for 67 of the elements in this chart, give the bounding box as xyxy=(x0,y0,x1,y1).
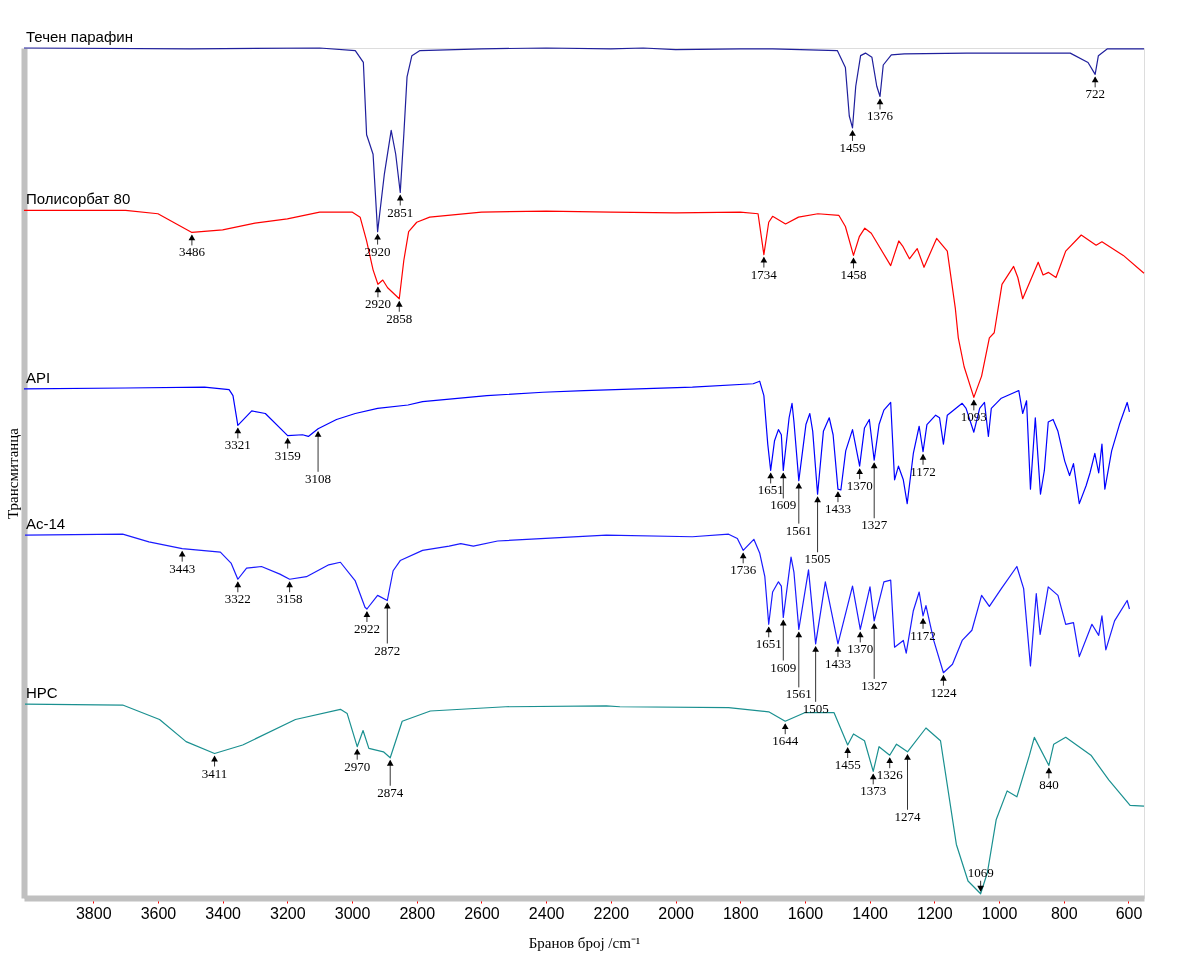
annotation: 840 xyxy=(1039,777,1059,793)
annotation: 3159 xyxy=(274,447,301,463)
annotation: 3322 xyxy=(224,591,251,607)
annotation: 1370 xyxy=(847,641,874,657)
series-label: HPC xyxy=(26,684,58,702)
annotation: 1734 xyxy=(750,266,778,282)
annotation: 722 xyxy=(1085,86,1105,102)
series-label: API xyxy=(26,368,51,386)
y-axis-title: Трансмитанца xyxy=(4,427,21,520)
annotation: 1651 xyxy=(755,636,782,652)
annotation: 2970 xyxy=(344,758,371,774)
x-tick-label: 1800 xyxy=(722,904,759,922)
x-tick-label: 1000 xyxy=(981,904,1018,922)
annotation: 3158 xyxy=(276,591,303,607)
annotation: 1433 xyxy=(824,501,851,517)
series-label: Полисорбат 80 xyxy=(26,190,131,208)
annotation: 1326 xyxy=(876,767,904,783)
annotation: 2872 xyxy=(374,642,401,658)
annotation: 3411 xyxy=(201,765,228,781)
annotation: 1172 xyxy=(910,463,936,479)
annotation: 2858 xyxy=(386,310,413,326)
x-tick-label: 2800 xyxy=(399,904,436,922)
series-label: Течен парафин xyxy=(26,28,133,45)
x-tick-label: 3800 xyxy=(75,904,112,922)
annotation: 1458 xyxy=(840,267,867,283)
annotation: 1274 xyxy=(894,808,922,824)
x-tick-label: 600 xyxy=(1115,904,1143,922)
annotation: 1370 xyxy=(846,478,873,494)
annotation: 1505 xyxy=(802,700,829,716)
annotation: 3443 xyxy=(169,560,196,576)
x-tick-label: 3600 xyxy=(140,904,177,922)
x-tick-label: 2400 xyxy=(528,904,565,922)
x-axis-title: Бранов број /cm⁻¹ xyxy=(528,934,641,951)
x-tick-label: 1600 xyxy=(787,904,824,922)
annotation: 1459 xyxy=(839,139,866,155)
x-tick-label: 2600 xyxy=(464,904,500,922)
annotation: 1224 xyxy=(930,684,957,700)
annotation: 2874 xyxy=(377,784,404,800)
annotation: 1651 xyxy=(757,482,784,498)
x-tick-label: 800 xyxy=(1050,904,1078,922)
annotation: 3108 xyxy=(305,470,332,486)
series-label: Ac-14 xyxy=(26,515,66,533)
x-tick-label: 3200 xyxy=(270,904,306,922)
annotation: 3486 xyxy=(178,244,206,260)
annotation: 1736 xyxy=(730,562,757,578)
annotation: 1561 xyxy=(785,522,812,538)
annotation: 1561 xyxy=(785,686,812,702)
annotation: 1609 xyxy=(770,497,797,513)
annotation: 2922 xyxy=(353,621,380,636)
annotation: 2920 xyxy=(364,296,391,312)
x-tick-label: 2000 xyxy=(658,904,694,922)
annotation: 3321 xyxy=(224,437,251,453)
annotation: 1455 xyxy=(834,757,861,772)
annotation: 1327 xyxy=(861,677,888,693)
annotation: 2851 xyxy=(387,204,414,220)
annotation: 1433 xyxy=(824,655,851,671)
annotation: 1376 xyxy=(867,108,894,124)
annotation: 1327 xyxy=(861,517,888,533)
annotation: 1505 xyxy=(804,551,831,567)
annotation: 1644 xyxy=(772,733,799,749)
x-tick-label: 2200 xyxy=(593,904,630,922)
annotation: 1373 xyxy=(860,783,887,799)
x-tick-label: 3000 xyxy=(334,904,371,922)
annotation: 1609 xyxy=(770,659,797,675)
x-tick-label: 1400 xyxy=(852,904,889,922)
x-tick-label: 3400 xyxy=(205,904,242,922)
x-tick-label: 1200 xyxy=(917,904,953,922)
